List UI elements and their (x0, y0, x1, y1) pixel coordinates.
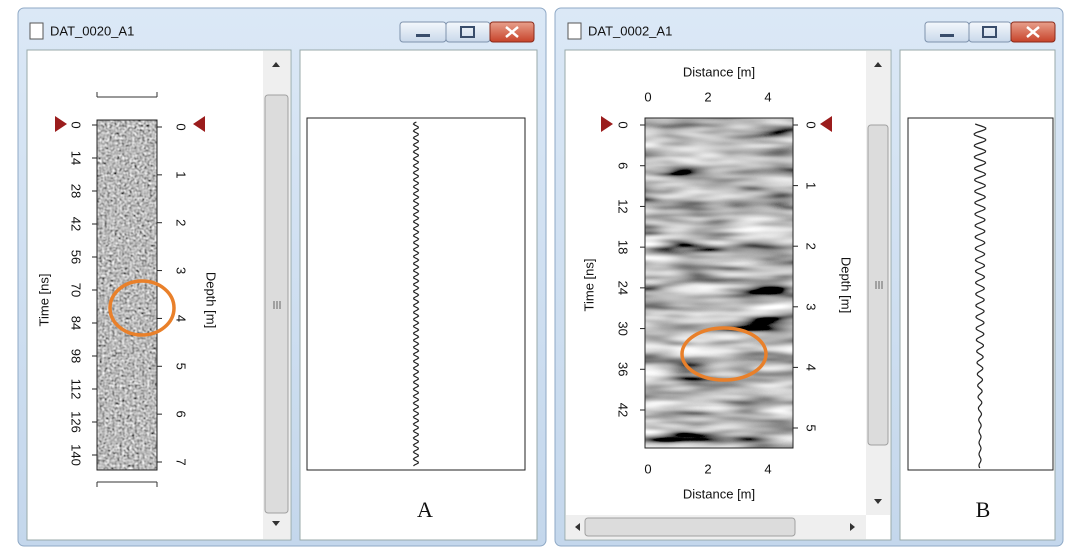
tick-label: 4 (174, 315, 189, 322)
tick-label: 28 (69, 184, 84, 198)
tick-label: 18 (616, 240, 631, 254)
tick-label: 6 (616, 162, 631, 169)
axis-label: Time [ns] (36, 274, 51, 327)
maximize-button[interactable] (968, 21, 1012, 43)
tick-label: 2 (704, 461, 711, 476)
tick-label: 24 (616, 281, 631, 295)
tick-label: 1 (174, 171, 189, 178)
tick-label: 0 (174, 123, 189, 130)
tick-label: 12 (616, 199, 631, 213)
tick-label: 112 (69, 379, 84, 400)
scroll-thumb[interactable] (867, 124, 889, 446)
tick-label: 70 (69, 283, 84, 297)
axis-label: Distance [m] (683, 64, 755, 79)
tick-label: 4 (764, 89, 771, 104)
tick-label: 6 (174, 411, 189, 418)
tick-label: 0 (69, 121, 84, 128)
tick-label: 3 (804, 303, 819, 310)
tick-label: 4 (804, 364, 819, 371)
tick-label: 126 (69, 411, 84, 433)
tick-label: 7 (174, 458, 189, 465)
window-a: DAT_0020_A1 A (17, 7, 547, 547)
axis-label: Depth [m] (839, 257, 854, 313)
h-scroll-thumb[interactable] (584, 517, 796, 537)
tick-label: 5 (804, 424, 819, 431)
window-title: DAT_0020_A1 (50, 23, 134, 38)
tick-label: 42 (69, 217, 84, 231)
tick-label: 140 (69, 444, 84, 466)
maximize-button[interactable] (445, 21, 491, 43)
window-b: DAT_0002_A1 B (554, 7, 1064, 547)
minimize-button[interactable] (924, 21, 970, 43)
axis-label: Depth [m] (204, 272, 219, 328)
tick-label: 36 (616, 362, 631, 376)
tick-label: 56 (69, 250, 84, 264)
highlight-ellipse (680, 326, 768, 382)
tick-label: 0 (616, 121, 631, 128)
axis-label: Distance [m] (683, 486, 755, 501)
tick-label: 2 (704, 89, 711, 104)
tick-label: 0 (644, 461, 651, 476)
tick-label: 0 (804, 121, 819, 128)
tick-label: 14 (69, 151, 84, 165)
tick-label: 30 (616, 321, 631, 335)
tick-label: 3 (174, 267, 189, 274)
tick-label: 98 (69, 349, 84, 363)
tick-label: 42 (616, 403, 631, 417)
tick-label: 5 (174, 363, 189, 370)
tick-label: 0 (644, 89, 651, 104)
tick-label: 4 (764, 461, 771, 476)
waveform (412, 121, 420, 467)
window-title: DAT_0002_A1 (588, 23, 672, 38)
axis-label: Time [ns] (581, 259, 596, 312)
tick-label: 2 (804, 243, 819, 250)
minimize-button[interactable] (399, 21, 447, 43)
tick-label: 1 (804, 182, 819, 189)
waveform (973, 123, 987, 469)
panel-label: A (417, 497, 433, 522)
tick-label: 84 (69, 316, 84, 330)
panel-label: B (976, 497, 991, 522)
tick-label: 2 (174, 219, 189, 226)
radargram-bands (645, 118, 793, 448)
highlight-ellipse (108, 279, 176, 337)
radargram-noise (97, 120, 157, 470)
